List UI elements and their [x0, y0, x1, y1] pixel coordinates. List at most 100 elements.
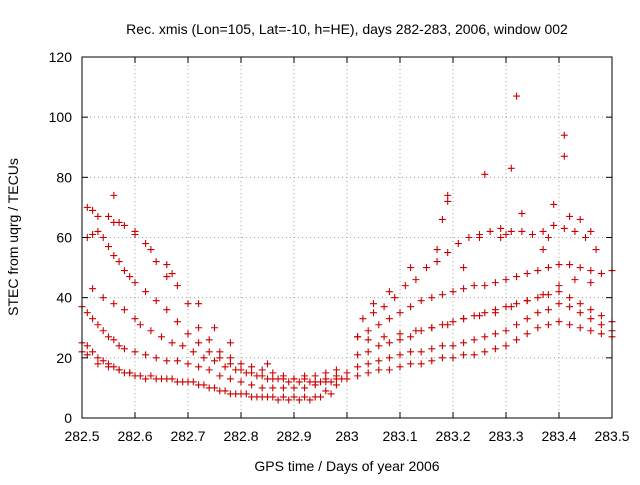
data-point — [322, 369, 330, 377]
data-point — [189, 378, 197, 386]
data-point — [226, 360, 234, 368]
data-point — [597, 321, 605, 329]
data-point — [566, 321, 574, 329]
data-point — [83, 309, 91, 317]
data-point — [407, 360, 415, 368]
data-point — [147, 327, 155, 335]
data-point — [555, 261, 563, 269]
data-point — [491, 279, 499, 287]
data-point — [94, 227, 102, 235]
data-point — [295, 396, 303, 404]
data-point — [338, 375, 346, 383]
data-point — [179, 342, 187, 350]
data-point — [168, 375, 176, 383]
data-point — [290, 384, 298, 392]
x-tick-label: 283 — [335, 428, 359, 444]
data-point — [534, 309, 542, 317]
data-point — [173, 357, 181, 365]
data-point — [274, 375, 282, 383]
data-point — [332, 381, 340, 389]
data-point — [364, 360, 372, 368]
data-point — [375, 321, 383, 329]
data-point — [205, 348, 213, 356]
data-point — [438, 291, 446, 299]
data-point — [438, 354, 446, 362]
data-point — [221, 363, 229, 371]
data-point — [237, 378, 245, 386]
data-point — [264, 393, 271, 401]
data-point — [497, 224, 505, 232]
data-point — [513, 273, 521, 281]
data-point — [364, 348, 372, 356]
data-point — [354, 363, 362, 371]
data-point — [332, 372, 340, 380]
data-point — [539, 227, 547, 235]
y-tick-label: 120 — [49, 49, 73, 65]
data-point — [555, 318, 563, 326]
data-point — [131, 348, 139, 356]
data-point — [131, 279, 139, 287]
data-point — [449, 354, 457, 362]
data-point — [534, 267, 542, 275]
data-point — [147, 246, 155, 254]
data-point — [364, 336, 372, 344]
data-point — [158, 333, 165, 341]
data-point — [306, 396, 314, 404]
data-point — [544, 234, 552, 241]
x-axis-label: GPS time / Days of year 2006 — [254, 458, 439, 474]
x-tick-label: 282.5 — [64, 428, 99, 444]
data-point — [142, 288, 150, 296]
data-point — [232, 390, 240, 398]
data-point — [555, 282, 563, 290]
data-point — [502, 230, 510, 238]
data-point — [444, 249, 452, 257]
data-point — [417, 297, 425, 305]
data-point — [242, 390, 250, 398]
data-point — [258, 366, 266, 374]
data-point — [396, 351, 404, 359]
data-point — [587, 306, 595, 314]
data-point — [131, 315, 139, 323]
y-tick-label: 100 — [49, 109, 73, 125]
data-point — [285, 396, 293, 404]
data-point — [120, 267, 128, 275]
data-point — [343, 369, 351, 377]
data-point — [99, 327, 107, 335]
data-point — [211, 357, 218, 365]
data-point — [396, 336, 404, 344]
data-point — [460, 285, 468, 293]
data-point — [89, 206, 97, 214]
data-point — [295, 378, 303, 386]
data-point — [195, 324, 203, 332]
data-point — [110, 191, 118, 199]
data-point — [173, 282, 181, 290]
data-point — [428, 357, 436, 365]
data-point — [513, 336, 521, 344]
data-point — [359, 315, 367, 323]
data-point — [364, 327, 372, 335]
data-point — [370, 300, 377, 308]
data-point — [136, 372, 144, 380]
data-point — [163, 273, 171, 281]
data-point — [115, 342, 123, 350]
data-point — [120, 306, 128, 314]
data-point — [248, 363, 256, 371]
data-point — [126, 273, 134, 281]
data-point — [566, 212, 574, 220]
data-point — [158, 375, 165, 383]
data-point — [301, 393, 309, 401]
data-point — [507, 164, 515, 172]
data-point — [460, 264, 468, 272]
data-point — [110, 252, 118, 260]
data-point — [587, 267, 595, 275]
data-point — [306, 378, 314, 386]
data-point — [518, 227, 526, 235]
data-point — [523, 270, 531, 278]
data-point — [449, 342, 457, 350]
data-point — [216, 354, 224, 362]
data-point — [481, 309, 489, 317]
data-point — [385, 315, 393, 323]
data-point — [354, 351, 362, 359]
data-point — [507, 303, 515, 311]
data-point — [99, 294, 107, 302]
